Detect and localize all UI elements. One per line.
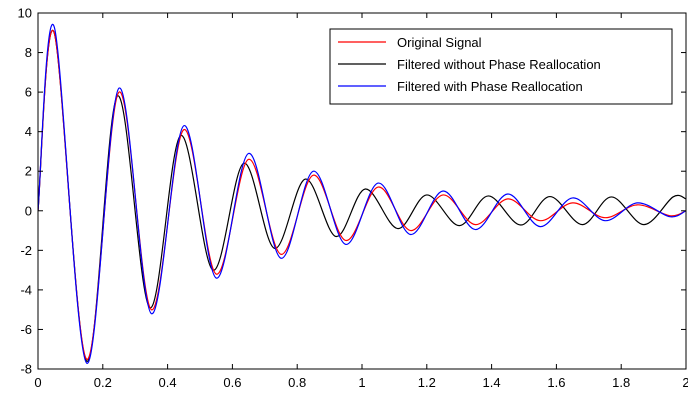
x-tick-label: 1.6 <box>547 375 565 390</box>
y-tick-label: -2 <box>20 243 32 258</box>
x-tick-label: 0.4 <box>159 375 177 390</box>
axes: 0 0.2 0.4 0.6 0.8 1 1.2 1.4 1.6 1.8 2 -8 -6 -4 -2 0 2 4 6 8… <box>18 6 688 391</box>
x-tick-label: 2 <box>682 375 688 390</box>
legend-label-1: Filtered without Phase Reallocation <box>397 57 601 72</box>
y-tick-label: 4 <box>25 124 32 139</box>
y-tick-label: 8 <box>25 45 32 60</box>
legend-label-0: Original Signal <box>397 35 482 50</box>
x-tick-label: 1.2 <box>418 375 436 390</box>
x-tick-label: 1 <box>358 375 365 390</box>
y-tick-label: -4 <box>20 282 32 297</box>
y-tick-label: -6 <box>20 322 32 337</box>
x-tick-label: 0 <box>34 375 41 390</box>
x-tick-label: 0.8 <box>288 375 306 390</box>
y-tick-label: -8 <box>20 362 32 377</box>
legend-box <box>329 28 673 105</box>
y-tick-label: 6 <box>25 85 32 100</box>
series-line-2 <box>38 23 686 364</box>
y-tick-label: 10 <box>18 6 32 21</box>
y-tick-label: 2 <box>25 164 32 179</box>
plot-area <box>38 23 686 364</box>
y-tick-label: 0 <box>25 203 32 218</box>
x-tick-label: 0.6 <box>223 375 241 390</box>
x-tick-label: 1.8 <box>612 375 630 390</box>
legend: Original Signal Filtered without Phase Re… <box>329 28 673 105</box>
x-tick-label: 1.4 <box>483 375 501 390</box>
legend-label-2: Filtered with Phase Reallocation <box>397 79 583 94</box>
x-tick-label: 0.2 <box>94 375 112 390</box>
